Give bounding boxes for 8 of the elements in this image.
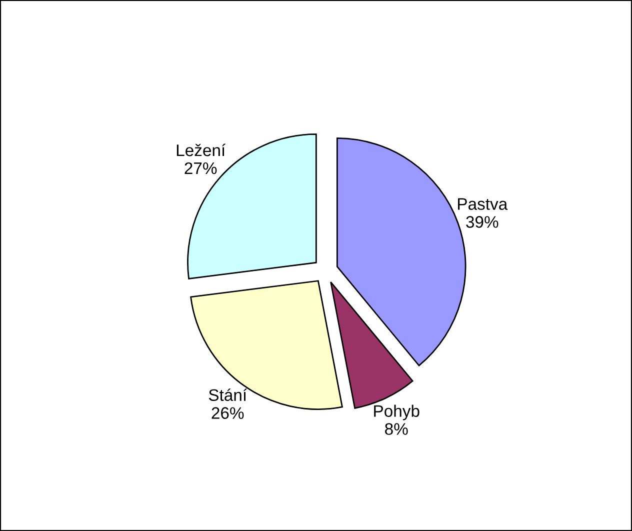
slice-label: Pastva <box>458 198 508 210</box>
slice-label: Ležení <box>176 144 226 156</box>
data-label: 39% <box>466 216 498 228</box>
slice-label: Stání <box>208 388 247 402</box>
data-label: 27% <box>184 162 217 174</box>
slice-label: Pohyb <box>374 404 420 420</box>
data-label: 26% <box>212 407 244 419</box>
data-label: 8% <box>385 423 408 435</box>
